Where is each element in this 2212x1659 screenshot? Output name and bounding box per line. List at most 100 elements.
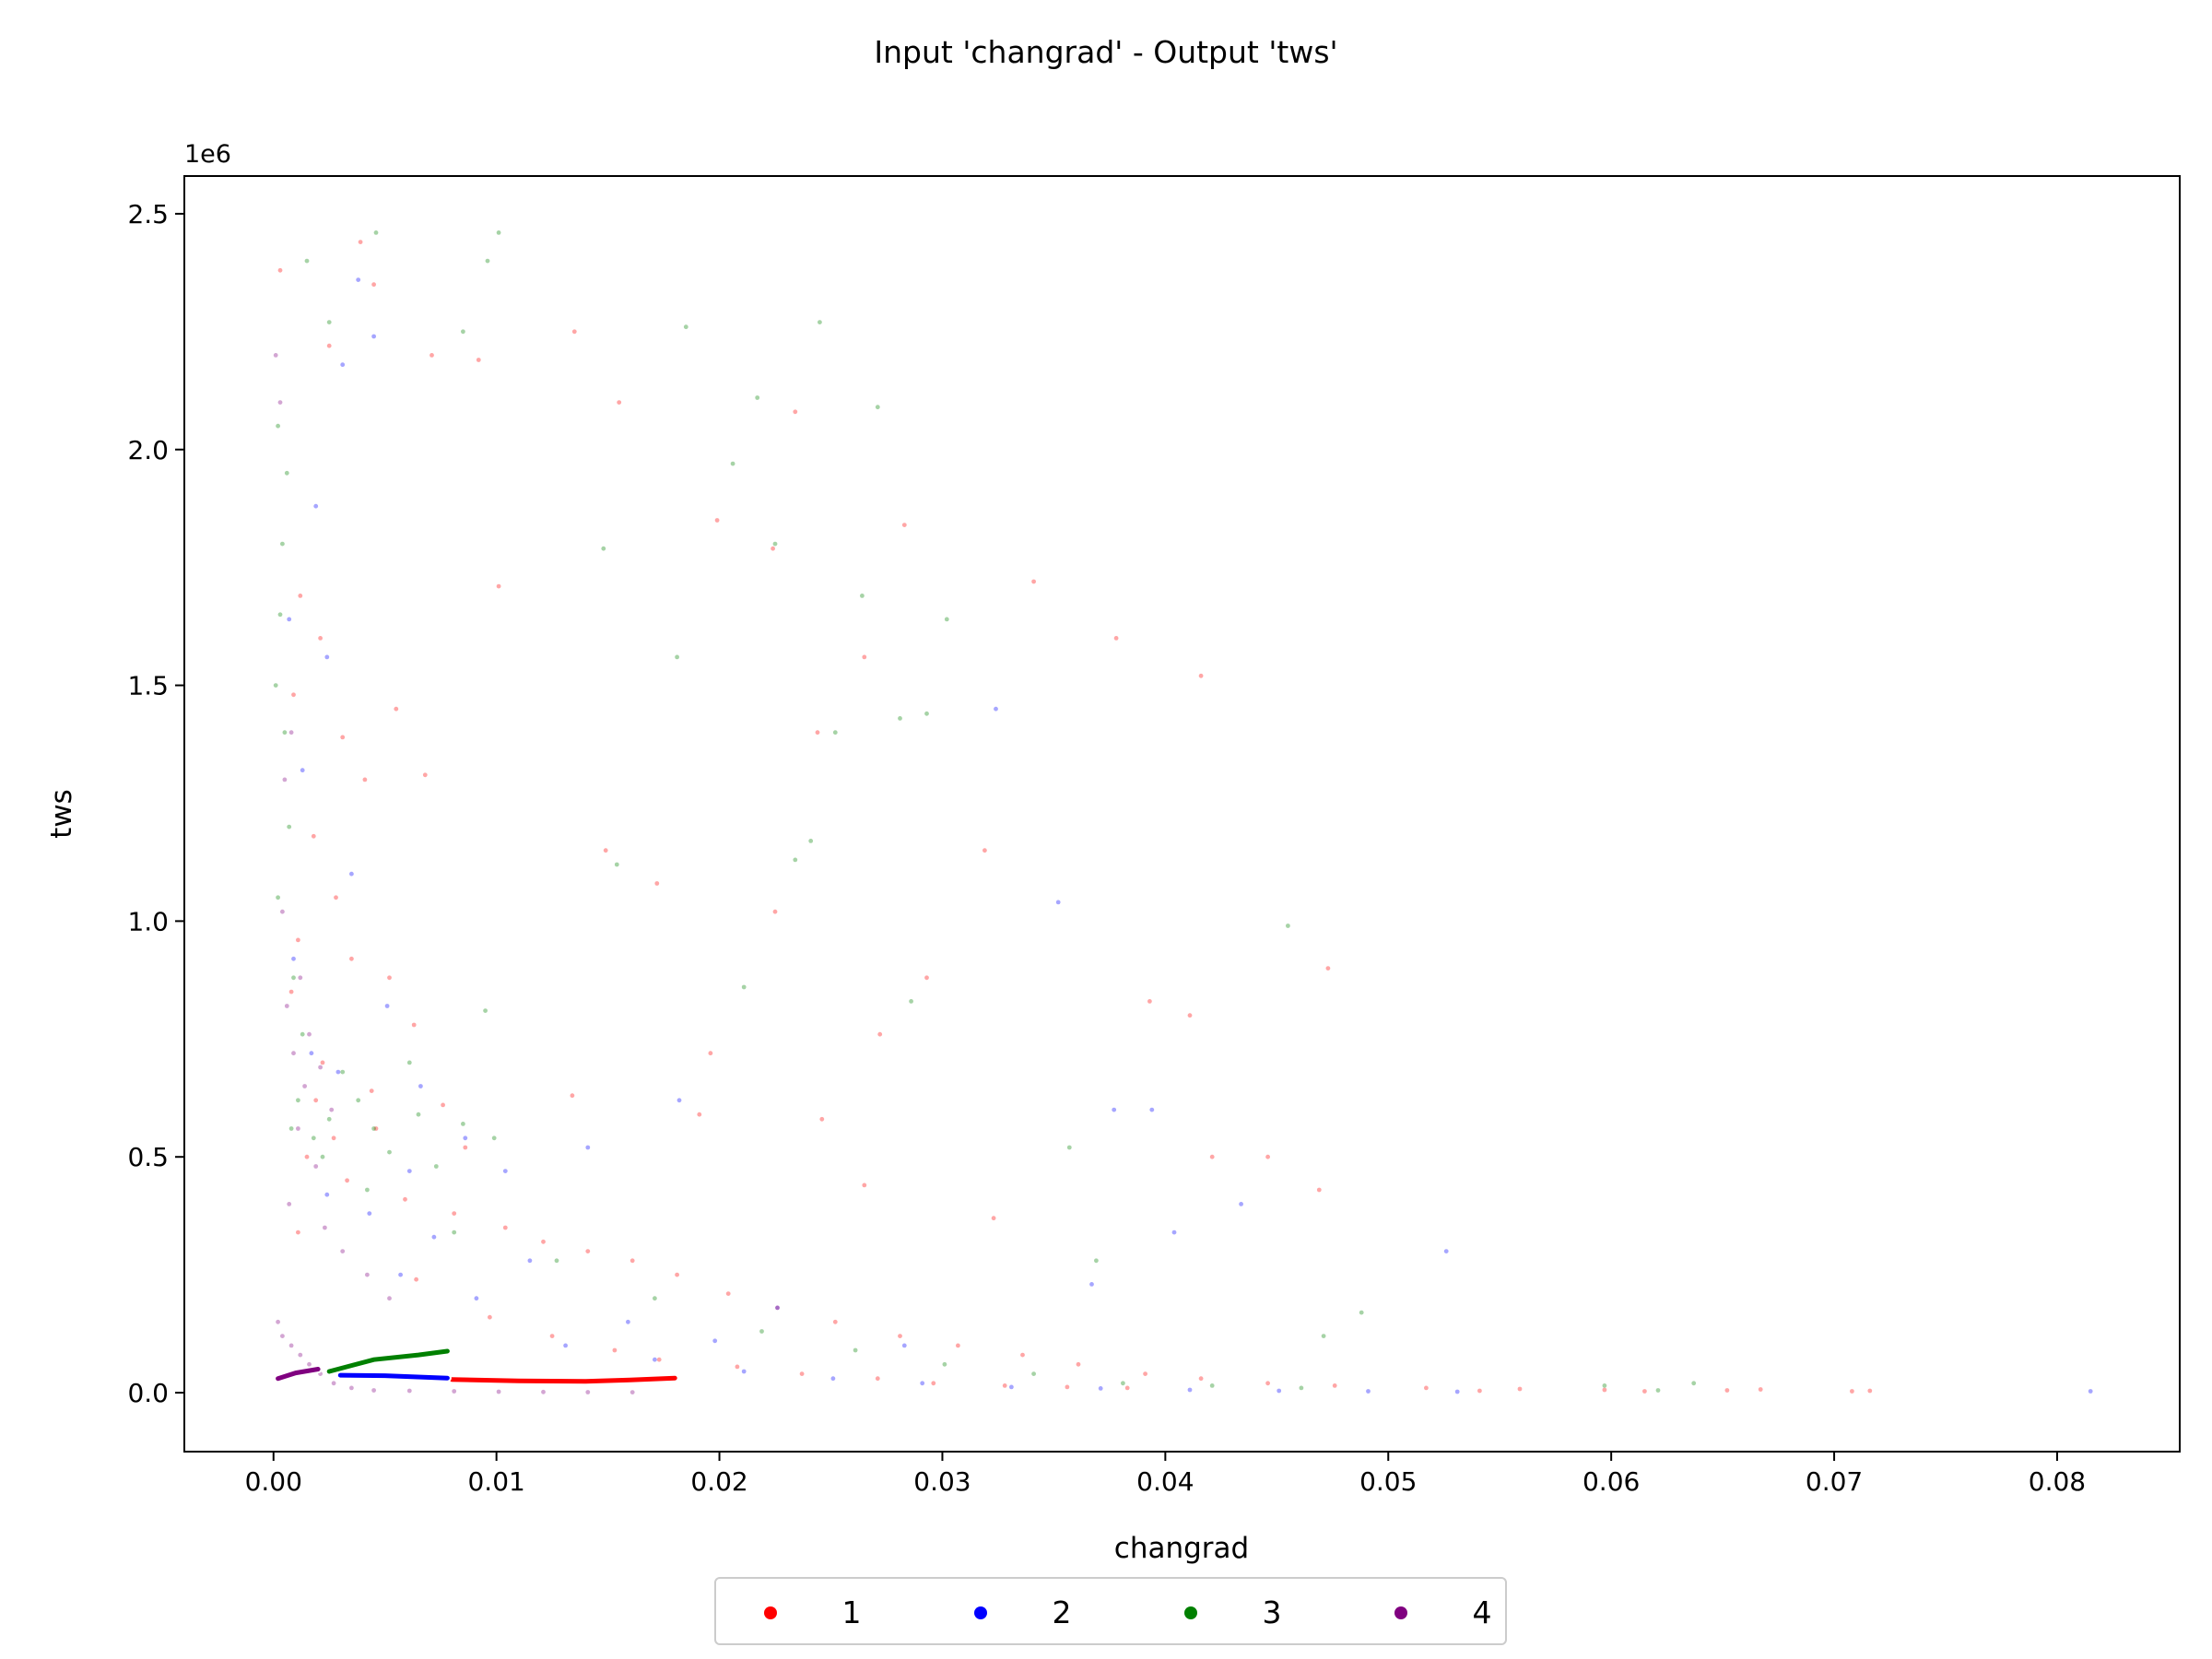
point-s3-36: [387, 1149, 392, 1155]
point-s3-18: [924, 711, 929, 716]
point-s3-43: [282, 730, 288, 735]
point-s3-38: [276, 423, 280, 429]
point-s3-13: [860, 594, 865, 598]
chart-title: Input 'changrad' - Output 'tws': [874, 34, 1337, 70]
point-s3-6: [683, 324, 688, 330]
point-s3-5: [326, 320, 332, 324]
point-s3-0: [373, 230, 379, 235]
point-s2-28: [324, 1192, 330, 1197]
legend: 1 2 3 4: [714, 1577, 1507, 1645]
point-s1-70: [1143, 1371, 1147, 1376]
point-s4-29: [629, 1390, 635, 1394]
legend-label-1: 1: [842, 1594, 862, 1630]
point-s1-41: [394, 706, 399, 712]
point-s1-62: [675, 1272, 679, 1277]
point-s1-85: [373, 1126, 379, 1131]
point-s1-45: [296, 937, 300, 943]
point-s3-45: [276, 895, 280, 900]
y-tick-label: 1.5: [127, 671, 169, 701]
point-s1-4: [429, 353, 434, 358]
point-s1-60: [585, 1249, 591, 1253]
point-s3-40: [280, 541, 285, 547]
point-s3-37: [433, 1164, 439, 1169]
point-s4-16: [280, 1334, 285, 1338]
point-s2-27: [367, 1211, 372, 1216]
point-s2-4: [287, 617, 292, 622]
point-s1-81: [1642, 1389, 1647, 1394]
point-s1-15: [1198, 673, 1204, 678]
point-s1-52: [441, 1102, 445, 1108]
point-s2-26: [431, 1234, 437, 1240]
point-s3-50: [365, 1187, 370, 1193]
point-s3-16: [832, 730, 838, 735]
point-s1-33: [1316, 1187, 1322, 1193]
point-s3-52: [554, 1258, 559, 1264]
point-s1-6: [571, 329, 577, 335]
point-s4-32: [282, 777, 288, 782]
x-tick-label: 0.00: [245, 1466, 302, 1497]
point-s1-20: [772, 909, 778, 914]
point-s2-41: [1454, 1389, 1460, 1394]
point-s1-74: [1424, 1385, 1429, 1391]
point-s1-61: [629, 1258, 635, 1264]
point-s2-34: [830, 1376, 836, 1382]
point-s2-13: [463, 1135, 468, 1141]
trend-line-1: [449, 1375, 677, 1384]
point-s1-22: [924, 975, 929, 981]
point-s4-27: [541, 1389, 546, 1394]
point-s4-12: [340, 1249, 346, 1253]
point-s3-35: [356, 1098, 361, 1103]
point-s4-30: [273, 353, 278, 358]
point-s2-16: [994, 706, 998, 712]
point-s4-10: [287, 1202, 292, 1206]
point-s3-67: [1655, 1388, 1661, 1393]
point-s1-71: [1198, 1376, 1204, 1382]
point-s1-2: [358, 240, 363, 244]
point-s1-27: [708, 1051, 713, 1056]
point-s1-5: [476, 358, 481, 362]
point-s3-54: [759, 1329, 764, 1334]
y-tick-label: 2.0: [127, 435, 169, 465]
point-s1-1: [326, 343, 332, 348]
point-s2-32: [653, 1357, 657, 1362]
point-s3-51: [452, 1230, 457, 1235]
point-s2-14: [502, 1169, 508, 1173]
point-s2-0: [356, 277, 361, 282]
point-s2-18: [1112, 1107, 1117, 1112]
point-s1-26: [877, 1031, 883, 1037]
point-s3-32: [416, 1112, 421, 1117]
point-s1-48: [411, 1022, 417, 1028]
point-s3-20: [793, 857, 798, 863]
point-s3-22: [1286, 924, 1290, 928]
point-s1-50: [320, 1060, 325, 1065]
point-s1-28: [570, 1093, 575, 1099]
legend-label-2: 2: [1053, 1594, 1072, 1630]
point-s2-47: [406, 1169, 412, 1173]
point-s1-24: [1187, 1013, 1193, 1018]
point-s3-14: [675, 654, 679, 660]
point-s1-9: [771, 546, 775, 551]
legend-marker-4: [1394, 1606, 1407, 1619]
point-s2-39: [1277, 1388, 1282, 1394]
x-tick-label: 0.08: [2029, 1466, 2086, 1497]
point-s2-2: [340, 362, 346, 368]
y-tick-label: 0.5: [127, 1142, 169, 1172]
point-s3-33: [461, 1122, 465, 1126]
point-s4-8: [296, 1126, 300, 1131]
point-s1-30: [991, 1216, 996, 1221]
point-s2-23: [775, 1305, 780, 1311]
point-s2-15: [677, 1098, 682, 1103]
point-s1-3: [371, 282, 376, 288]
point-s4-5: [318, 1065, 323, 1070]
point-s3-27: [340, 1069, 346, 1075]
point-s1-63: [725, 1291, 731, 1296]
legend-marker-1: [764, 1606, 777, 1619]
point-s3-25: [483, 1008, 488, 1013]
point-s1-49: [288, 989, 294, 994]
point-s1-83: [331, 1135, 336, 1141]
point-s1-36: [298, 594, 303, 598]
point-s4-17: [288, 1343, 294, 1348]
x-tick-label: 0.05: [1359, 1466, 1417, 1497]
legend-label-3: 3: [1263, 1594, 1282, 1630]
point-s4-14: [387, 1296, 392, 1301]
